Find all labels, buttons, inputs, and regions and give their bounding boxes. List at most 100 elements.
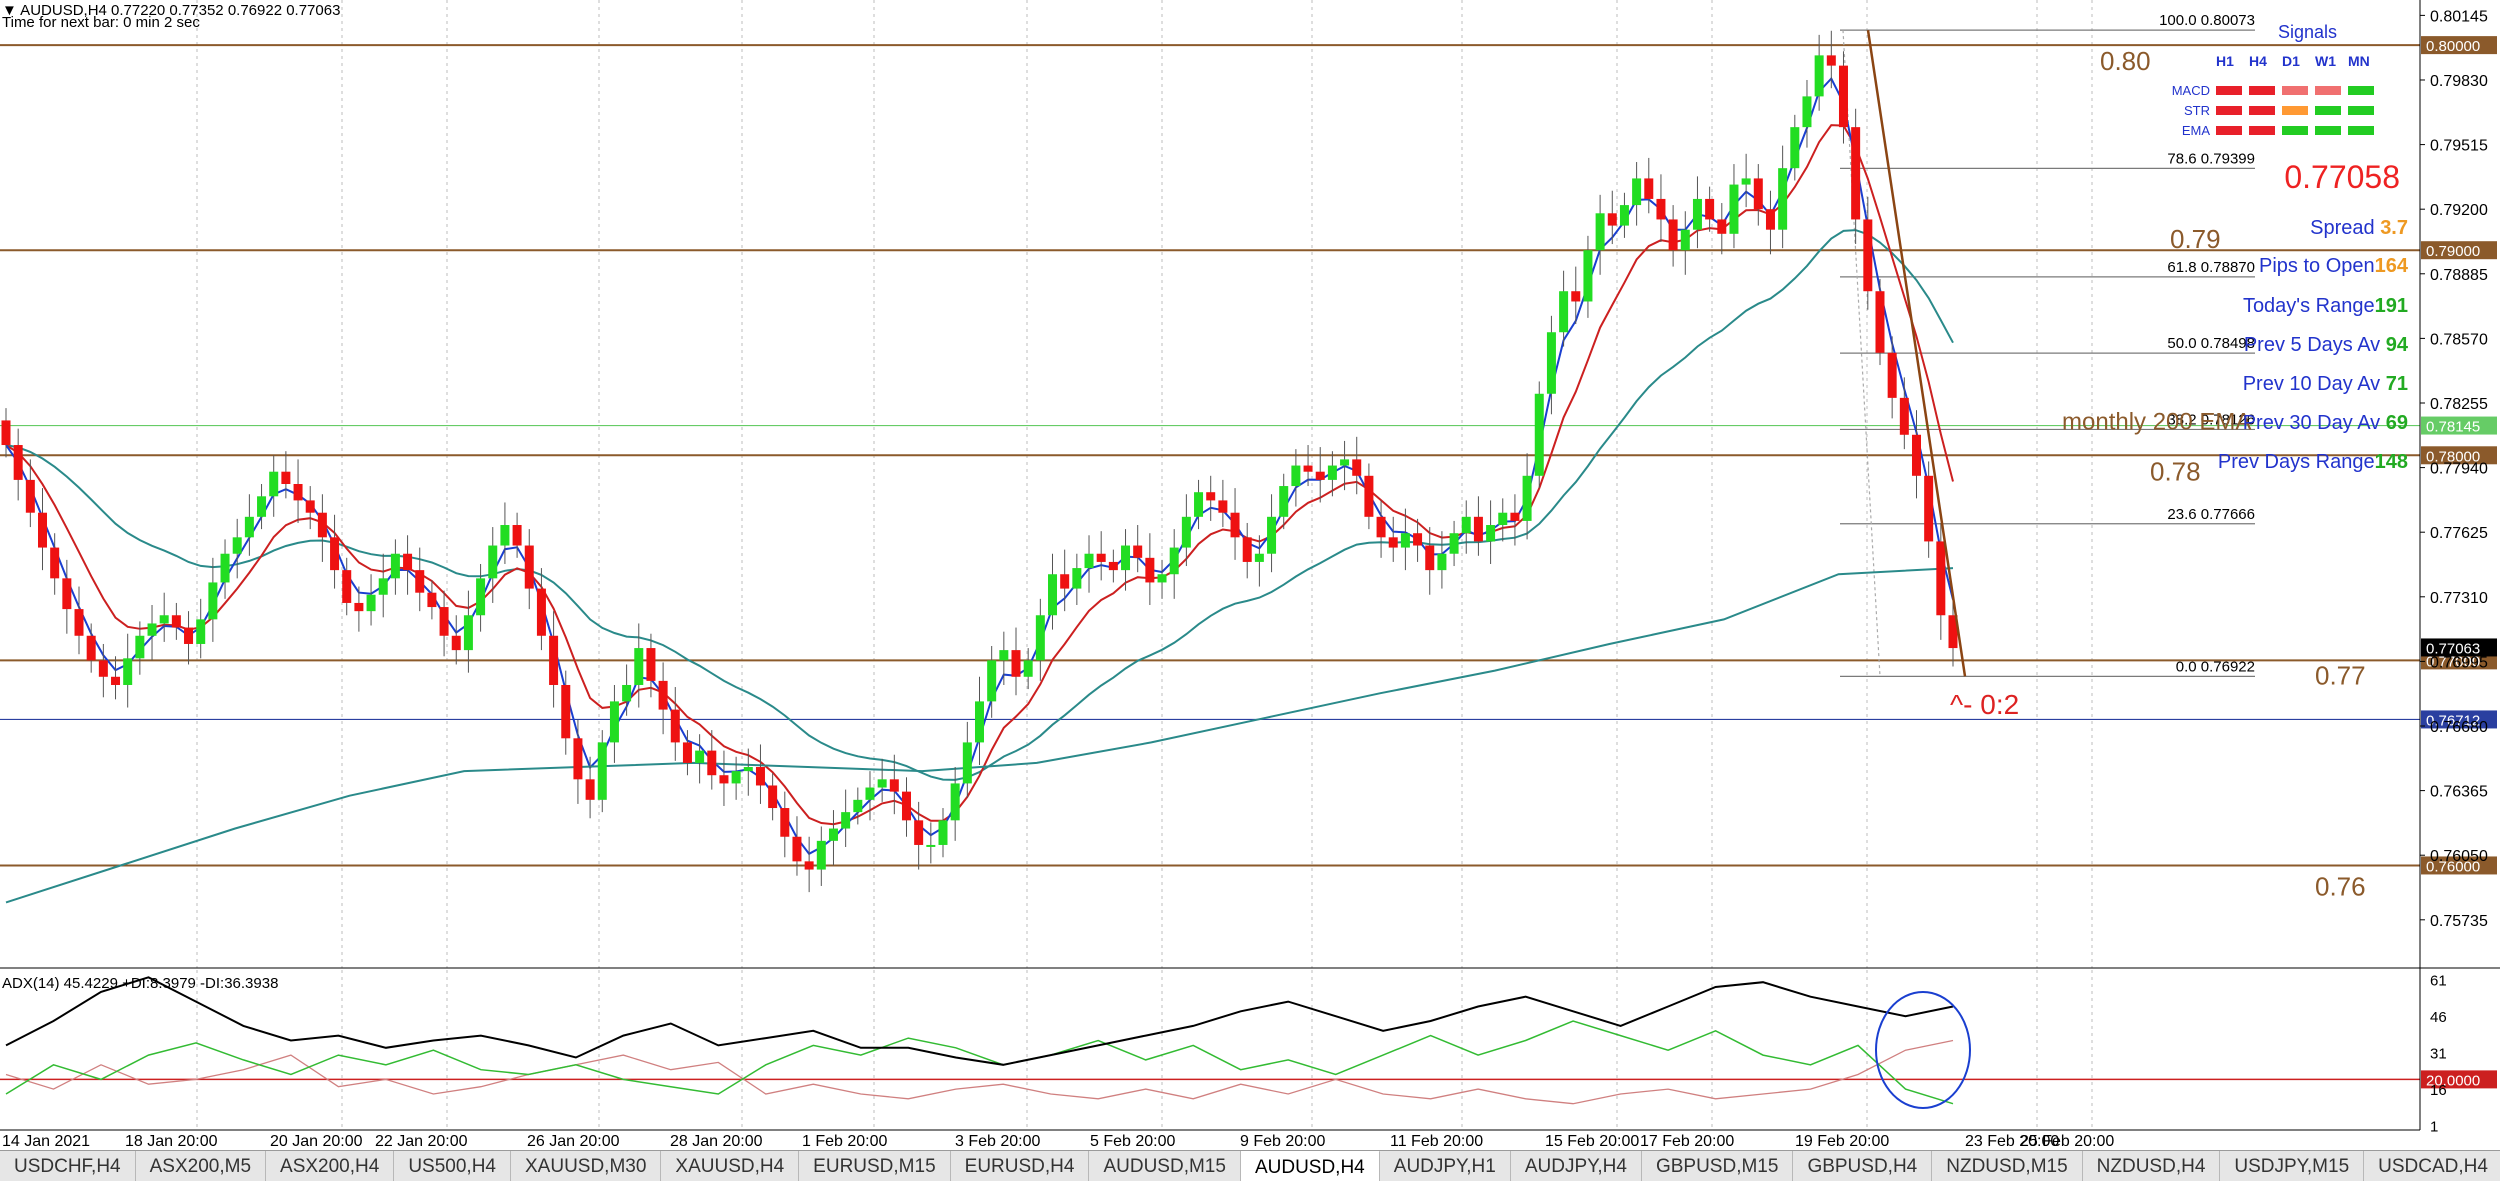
candle-bear [1,420,11,446]
todays-range-info: Today's Range191 [2243,295,2408,317]
candle-bull [135,635,145,659]
candle-bull [743,767,753,772]
current-price-tag-label: 0.77063 [2426,640,2480,657]
price-tick-label: 0.75735 [2430,913,2488,930]
candle-bear [1924,475,1934,542]
chart-tab-bar: USDCHF,H4 ASX200,M5 ASX200,H4 US500,H4 XAUUS… [0,1150,2500,1181]
candle-bear [1096,553,1106,562]
adx-subwindow[interactable]: ADX(14) 45.4229 +DI:8.3979 -DI:36.3938 20… [0,973,2497,1136]
level-price-tag-label: 0.78145 [2426,419,2480,436]
x-tick-label: 17 Feb 20:00 [1640,1133,1734,1150]
price-tick-label: 0.79200 [2430,202,2488,219]
chart-canvas[interactable]: 0.80000 0.80 0.79000 0.79 0.78000 0.78 0.77000… [0,0,2500,1150]
signal-cell [2315,106,2341,115]
candle-bear [1145,557,1155,583]
candle-bear [1364,475,1374,517]
signals-timeframe-mn: MN [2348,53,2370,69]
candle-bear [1887,352,1897,398]
x-tick-label: 20 Jan 20:00 [270,1133,363,1150]
tab-us500-h4[interactable]: US500,H4 [394,1151,511,1181]
level-price-tag [2421,241,2497,260]
candle-bull [1680,229,1690,251]
candle-bear [62,578,72,610]
tab-usdchf-h4[interactable]: USDCHF,H4 [0,1151,136,1181]
ema-annotation: monthly 200 EMA [2062,409,2251,436]
x-tick-label: 11 Feb 20:00 [1390,1133,1483,1150]
tab-audusd-m15[interactable]: AUDUSD,M15 [1089,1151,1241,1181]
candle-bear [1668,219,1678,251]
candle-bull [987,660,997,702]
candle-bull [463,615,473,651]
signals-row-label: EMA [2182,123,2211,138]
x-tick-label: 22 Jan 20:00 [375,1133,468,1150]
candle-bull [634,648,644,685]
signals-row-label: STR [2184,103,2210,118]
candle-bull [147,623,157,636]
candle-bull [244,516,254,538]
downtrend-line [1866,29,1967,677]
tab-xauusd-m30[interactable]: XAUUSD,M30 [511,1151,662,1181]
signal-cell [2315,86,2341,95]
tab-nzdusd-m15[interactable]: NZDUSD,M15 [1932,1151,2083,1181]
tab-eurusd-m15[interactable]: EURUSD,M15 [799,1151,951,1181]
candle-bull [220,553,230,583]
price-tick-label: 0.76365 [2430,784,2488,801]
candle-bear [512,525,522,546]
candle-bear [914,820,924,845]
level-price-tag [2421,446,2497,465]
fibonacci-retracement[interactable]: 100.0 0.80073 78.6 0.79399 61.8 0.78870 50.… [1840,12,2255,677]
tab-xauusd-h4[interactable]: XAUUSD,H4 [661,1151,800,1181]
candle-bear [670,709,680,743]
spread-info: Spread 3.7 [2310,217,2408,239]
candle-bear [1875,291,1885,353]
price-tick-label: 0.76995 [2430,654,2488,671]
tab-audjpy-h1[interactable]: AUDJPY,H1 [1380,1151,1511,1181]
candle-bull [816,840,826,870]
signals-title: Signals [2278,22,2337,42]
current-price-tag [2421,638,2497,657]
candle-bull [841,812,851,829]
candle-bear [1753,178,1763,210]
adx-y-tick-label: 16 [2430,1082,2447,1099]
candle-bear [573,738,583,780]
level-round-number-label: 0.78 [2150,456,2201,486]
candle-bear [524,545,534,589]
candle-bull [1632,178,1642,206]
price-tick-label: 0.76050 [2430,848,2488,865]
candle-bear [1838,65,1848,128]
level-price-tag-label: 0.76712 [2426,712,2480,729]
candle-bear [1571,291,1581,302]
candle-bear [1936,541,1946,616]
candles[interactable] [1,30,1958,893]
adx-y-tick-label: 61 [2430,973,2447,990]
candle-bear [1899,397,1909,435]
tab-eurusd-h4[interactable]: EURUSD,H4 [951,1151,1090,1181]
level-price-tag-label: 0.78000 [2426,448,2480,465]
tab-usdcad-h4[interactable]: USDCAD,H4 [2364,1151,2500,1181]
tab-audusd-h4[interactable]: AUDUSD,H4 [1240,1151,1380,1181]
tab-gbpusd-m15[interactable]: GBPUSD,M15 [1642,1151,1794,1181]
candle-bull [853,799,863,813]
tab-usdjpy-m15[interactable]: USDJPY,M15 [2220,1151,2365,1181]
candle-bear [1230,512,1240,538]
candle-bear [536,588,546,636]
tab-nzdusd-h4[interactable]: NZDUSD,H4 [2083,1151,2221,1181]
candle-bull [500,525,510,546]
candle-bear [1510,512,1520,521]
x-tick-label: 9 Feb 20:00 [1240,1133,1326,1150]
tab-asx200-h4[interactable]: ASX200,H4 [266,1151,395,1181]
tab-gbpusd-h4[interactable]: GBPUSD,H4 [1793,1151,1933,1181]
candle-bull [926,844,936,847]
adx-y-tick-label: 31 [2430,1046,2447,1063]
tab-audjpy-h4[interactable]: AUDJPY,H4 [1511,1151,1642,1181]
candle-bear [50,547,60,579]
candle-bull [975,701,984,743]
candle-bull [1595,213,1605,251]
x-tick-label: 1 Feb 20:00 [802,1133,888,1150]
x-tick-label: 23 Feb 20:00 [1965,1133,2059,1150]
candle-bull [865,787,875,800]
prev-days-range-info: Prev Days Range148 [2218,451,2408,473]
tab-asx200-m5[interactable]: ASX200,M5 [136,1151,267,1181]
candle-bull [1583,250,1593,302]
trend-lines[interactable]: monthly 200 EMA ^- 0:2 [1866,29,2251,720]
